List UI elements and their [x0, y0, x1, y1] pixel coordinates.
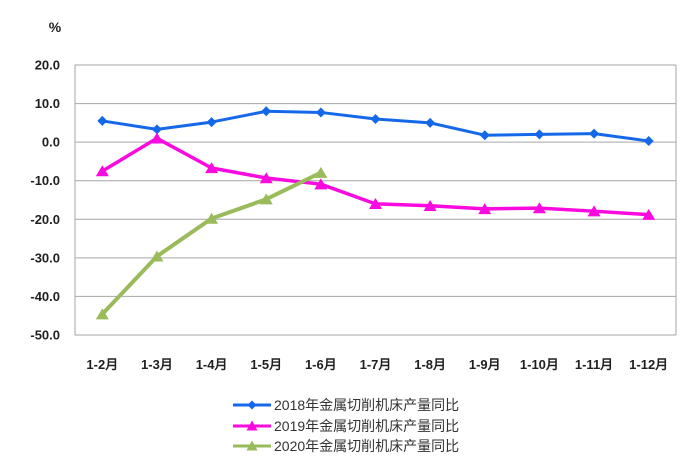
data-point-marker-2018 [479, 130, 490, 141]
x-tick-label: 1-3月 [141, 357, 173, 372]
data-point-marker-2019 [642, 208, 656, 220]
y-tick-label: -40.0 [30, 289, 60, 304]
legend-label-2020: 2020年金属切削机床产量同比 [274, 438, 460, 455]
legend-marker-2018-line-diamond-icon [233, 398, 271, 412]
y-tick-label: -50.0 [30, 328, 60, 343]
legend-marker-2019-line-triangle-icon [233, 419, 271, 433]
legend-item-2018: 2018年金属切削机床产量同比 [233, 395, 459, 416]
data-point-marker-2020 [95, 308, 109, 320]
y-tick-label: -10.0 [30, 173, 60, 188]
data-point-marker-2020 [150, 250, 164, 262]
data-point-marker-2018 [643, 135, 654, 146]
data-point-marker-2019 [423, 199, 437, 211]
x-tick-label: 1-11月 [575, 357, 613, 372]
legend-sample-line [233, 400, 271, 410]
data-point-marker-2019 [259, 172, 273, 184]
x-tick-label: 1-7月 [360, 357, 392, 372]
data-point-marker-2019 [150, 132, 164, 144]
legend-sample-line [233, 440, 271, 451]
legend-label-2019: 2019年金属切削机床产量同比 [274, 417, 460, 434]
data-point-marker-2018 [425, 117, 436, 128]
legend-item-2020: 2020年金属切削机床产量同比 [233, 436, 459, 457]
y-axis-unit-label: % [48, 19, 62, 35]
data-point-marker-2018 [534, 129, 545, 140]
y-tick-label: -20.0 [30, 212, 60, 227]
x-tick-label: 1-10月 [520, 357, 559, 372]
data-point-marker-2019 [314, 178, 328, 190]
legend-marker-2020-line-triangle-icon [233, 439, 271, 453]
x-tick-label: 1-9月 [469, 357, 501, 372]
data-point-marker-2019 [587, 205, 601, 217]
data-point-marker-2019 [205, 162, 219, 174]
legend-item-2019: 2019年金属切削机床产量同比 [233, 416, 459, 437]
data-point-marker-2018 [315, 107, 326, 118]
data-point-marker-2020 [314, 166, 328, 178]
x-tick-label: 1-4月 [196, 357, 228, 372]
data-point-marker-2020 [205, 212, 219, 224]
data-point-marker-2019 [478, 203, 492, 215]
y-tick-label: -30.0 [30, 250, 60, 265]
data-point-marker-2019 [95, 165, 109, 177]
y-tick-label: 0.0 [42, 135, 60, 150]
data-point-marker-2018 [151, 124, 162, 135]
data-point-marker-2019 [532, 202, 546, 214]
legend-label-2018: 2018年金属切削机床产量同比 [274, 397, 460, 414]
x-tick-label: 1-2月 [86, 357, 118, 372]
data-point-marker-2018 [261, 106, 272, 117]
data-point-marker-2018 [206, 117, 217, 128]
x-tick-label: 1-8月 [414, 357, 446, 372]
x-tick-label: 1-6月 [305, 357, 337, 372]
legend-sample-line [233, 420, 271, 431]
data-point-marker-2018 [370, 114, 381, 124]
data-point-marker-2019 [369, 198, 382, 210]
series-line-2020 [100, 170, 322, 316]
legend: 2018年金属切削机床产量同比 2019年金属切削机床产量同比 2020年金属切… [233, 395, 459, 457]
y-tick-label: 20.0 [35, 58, 60, 73]
data-point-marker-2020 [259, 193, 273, 205]
plot-area: 20.0 10.0 0.0 -10.0 -20.0 -30.0 -40.0 -50.0 1-2月… [30, 58, 677, 372]
x-tick-label: 1-12月 [629, 357, 668, 372]
data-point-marker-2018 [589, 128, 600, 139]
y-tick-label: 10.0 [35, 96, 60, 111]
x-tick-label: 1-5月 [250, 357, 282, 372]
data-point-marker-2018 [97, 115, 108, 126]
